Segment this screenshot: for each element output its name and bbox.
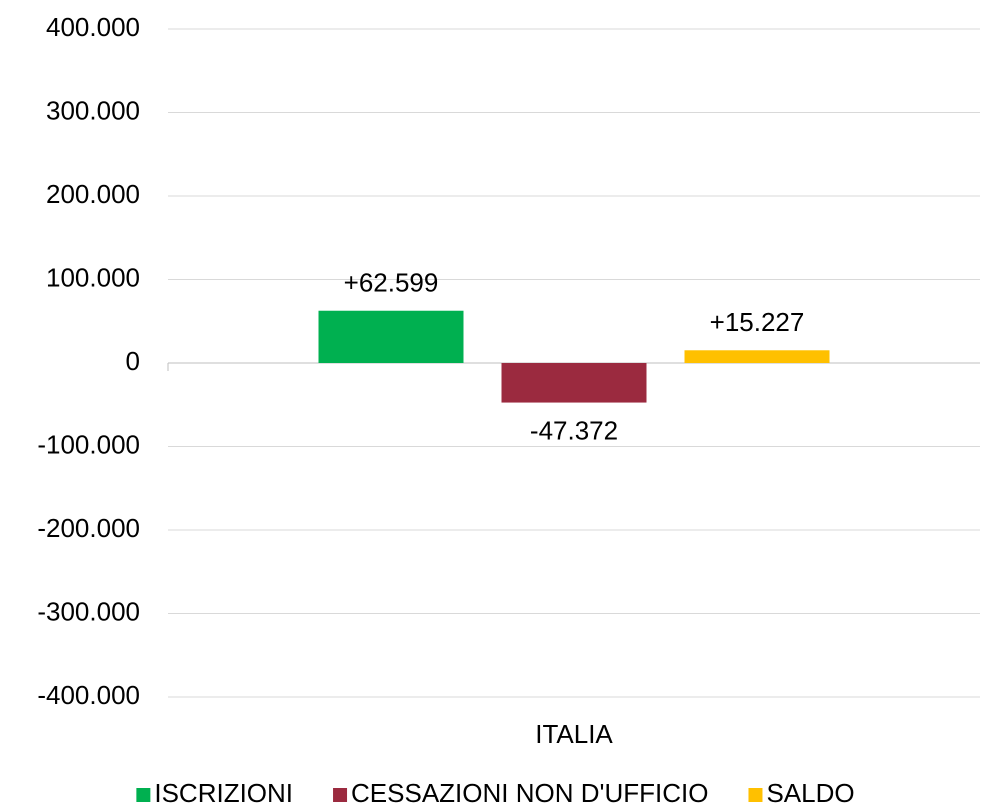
y-tick-label: 100.000 [46, 262, 140, 292]
bar [318, 310, 464, 363]
y-tick-label: 0 [126, 346, 140, 376]
y-tick-label: -100.000 [37, 429, 140, 459]
legend-label: SALDO [766, 778, 854, 808]
data-label: -47.372 [530, 415, 618, 445]
y-tick-label: 400.000 [46, 12, 140, 42]
y-tick-label: 200.000 [46, 179, 140, 209]
y-tick-label: -200.000 [37, 513, 140, 543]
legend-swatch [333, 788, 348, 802]
y-tick-label: 300.000 [46, 95, 140, 125]
legend-label: CESSAZIONI NON D'UFFICIO [351, 778, 708, 808]
legend-swatch [748, 788, 763, 802]
x-tick-label: ITALIA [535, 719, 613, 749]
legend-label: ISCRIZIONI [154, 778, 293, 808]
bar [501, 363, 647, 403]
data-label: +62.599 [344, 268, 439, 298]
y-tick-label: -400.000 [37, 680, 140, 710]
y-tick-label: -300.000 [37, 596, 140, 626]
data-label: +15.227 [710, 307, 805, 337]
legend-swatch [136, 788, 151, 802]
bar [684, 350, 830, 363]
